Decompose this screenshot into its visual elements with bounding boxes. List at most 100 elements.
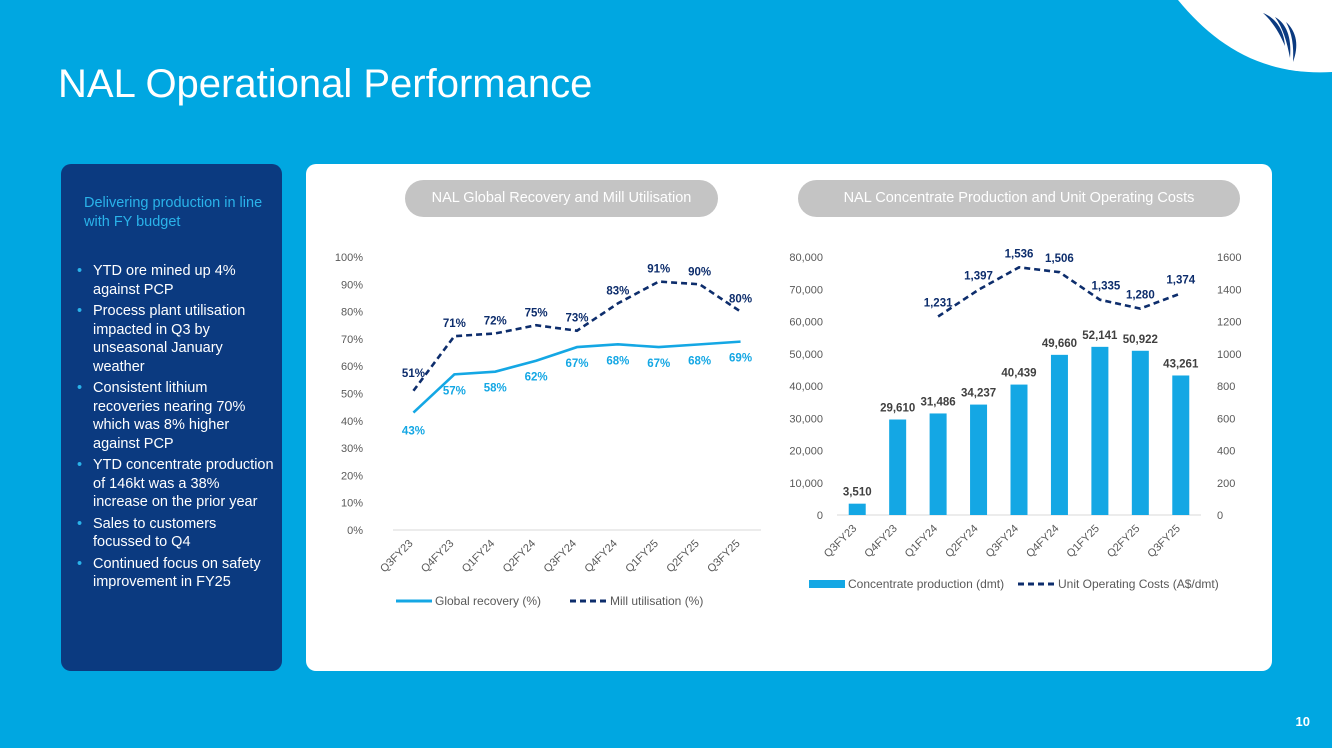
utilisation-data-label: 80% — [729, 294, 752, 306]
bullet-text: Process plant utilisation impacted in Q3… — [93, 303, 246, 375]
production-cost-chart: 0 10,000 20,000 30,000 40,000 50,000 60,000 70,… — [789, 248, 1241, 591]
summary-sidebar: Delivering production in line with FY bu… — [61, 164, 282, 671]
production-data-label: 40,439 — [1001, 368, 1036, 380]
legend-recovery-label: Global recovery (%) — [435, 594, 541, 608]
recovery-series-line — [412, 340, 741, 414]
y-tick-label: 20% — [341, 470, 363, 482]
unit-cost-data-label: 1,335 — [1091, 281, 1120, 293]
y-tick-label: 40% — [341, 416, 363, 428]
bullet-item: • YTD concentrate production of 146kt was… — [77, 457, 274, 510]
production-data-label: 29,610 — [880, 403, 915, 415]
utilisation-data-label: 83% — [606, 285, 629, 297]
utilisation-data-label: 90% — [688, 266, 711, 278]
unit-cost-data-label: 1,397 — [964, 271, 993, 283]
recovery-data-label: 69% — [729, 353, 752, 365]
left-y-tick-label: 40,000 — [789, 381, 823, 393]
left-y-tick-label: 60,000 — [789, 317, 823, 329]
legend-utilisation-label: Mill utilisation (%) — [610, 594, 703, 608]
sidebar-heading: Delivering production in line with FY bu… — [84, 195, 263, 230]
utilisation-data-label: 75% — [525, 307, 548, 319]
production-data-label: 43,261 — [1163, 358, 1199, 370]
production-bar — [889, 419, 907, 515]
left-y-tick-label: 10,000 — [789, 478, 823, 490]
corner-shape — [1178, 0, 1332, 73]
right-y-tick-label: 1400 — [1217, 284, 1241, 296]
legend-production-label: Concentrate production (dmt) — [848, 577, 1004, 591]
right-y-tick-label: 800 — [1217, 381, 1235, 393]
production-bar — [1172, 375, 1190, 515]
bullet-item: • Continued focus on safety improvement i… — [77, 555, 261, 591]
left-y-tick-label: 70,000 — [789, 284, 823, 296]
chart2-title: NAL Concentrate Production and Unit Oper… — [798, 180, 1240, 217]
recovery-data-label: 58% — [484, 383, 507, 395]
y-tick-label: 70% — [341, 334, 363, 346]
production-data-label: 52,141 — [1082, 330, 1118, 342]
utilisation-data-label: 72% — [484, 315, 507, 327]
y-tick-label: 0% — [347, 525, 363, 537]
company-logo-icon — [1263, 13, 1297, 62]
right-y-tick-label: 400 — [1217, 446, 1235, 458]
right-y-tick-label: 1200 — [1217, 317, 1241, 329]
production-data-label: 31,486 — [921, 396, 956, 408]
x-tick-label: Q3FY25 — [1145, 523, 1182, 560]
right-y-tick-label: 200 — [1217, 478, 1235, 490]
unit-cost-series-line — [937, 265, 1182, 318]
recovery-utilisation-chart: 0%10%20%30%40%50%60%70%80%90%100%Q3FY23 Q… — [335, 252, 761, 608]
recovery-data-label: 62% — [525, 372, 548, 384]
recovery-data-label: 67% — [565, 358, 588, 370]
unit-cost-data-label: 1,506 — [1045, 253, 1074, 265]
page-number: 10 — [1295, 714, 1310, 729]
unit-cost-data-label: 1,280 — [1126, 290, 1155, 302]
unit-cost-data-label: 1,231 — [924, 298, 953, 310]
utilisation-data-label: 73% — [565, 313, 588, 325]
production-bar — [1091, 346, 1109, 515]
recovery-data-label: 43% — [402, 426, 425, 438]
legend-production-swatch — [809, 580, 845, 588]
y-tick-label: 60% — [341, 361, 363, 373]
utilisation-data-label: 71% — [443, 318, 466, 330]
utilisation-data-label: 51% — [402, 368, 425, 380]
chart1-title: NAL Global Recovery and Mill Utilisation — [405, 180, 718, 217]
recovery-data-label: 67% — [647, 358, 670, 370]
left-y-tick-label: 80,000 — [789, 252, 823, 264]
utilisation-series-line — [412, 280, 742, 392]
x-tick-label: Q2FY24 — [943, 523, 980, 560]
x-tick-label: Q4FY23 — [862, 523, 899, 560]
x-tick-label: Q4FY24 — [1024, 523, 1061, 560]
bullet-list: • YTD ore mined up 4% against PCP • Proces… — [77, 262, 277, 595]
production-bar — [929, 413, 947, 515]
bullet-item: • Process plant utilisation impacted in Q… — [77, 303, 246, 375]
y-tick-label: 90% — [341, 279, 363, 291]
production-bar — [1050, 354, 1068, 515]
y-tick-label: 30% — [341, 443, 363, 455]
bullet-text: Consistent lithium recoveries nearing 70… — [93, 380, 246, 452]
x-tick-label: Q3FY24 — [984, 523, 1021, 560]
production-bar — [1010, 384, 1028, 515]
page-title: NAL Operational Performance — [58, 62, 593, 106]
production-bar — [970, 404, 988, 515]
bullet-item: • Sales to customers focussed to Q4 — [77, 515, 217, 551]
left-y-tick-label: 50,000 — [789, 349, 823, 361]
recovery-data-label: 68% — [688, 355, 711, 367]
right-y-tick-label: 0 — [1217, 510, 1223, 522]
unit-cost-data-label: 1,374 — [1166, 274, 1195, 286]
charts-panel: NAL Global Recovery and Mill Utilisation… — [306, 164, 1272, 671]
bullet-text: Continued focus on safety improvement in… — [93, 555, 261, 591]
production-data-label: 34,237 — [961, 388, 996, 400]
unit-cost-data-label: 1,536 — [1005, 248, 1034, 260]
utilisation-data-label: 91% — [647, 264, 670, 276]
left-y-tick-label: 20,000 — [789, 446, 823, 458]
bullet-item: • Consistent lithium recoveries nearing 7… — [77, 380, 246, 452]
bullet-item: • YTD ore mined up 4% against PCP — [77, 263, 236, 298]
recovery-data-label: 57% — [443, 385, 466, 397]
production-data-label: 3,510 — [843, 487, 872, 499]
right-y-tick-label: 1600 — [1217, 252, 1241, 264]
bullet-text: Sales to customers focussed to Q4 — [93, 515, 217, 551]
x-tick-label: Q2FY25 — [1105, 523, 1142, 560]
production-data-label: 50,922 — [1123, 334, 1158, 346]
y-tick-label: 50% — [341, 389, 363, 401]
x-tick-label: Q1FY25 — [1065, 523, 1102, 560]
bullet-text: YTD ore mined up 4% against PCP — [93, 263, 236, 298]
x-tick-label: Q3FY23 — [822, 523, 859, 560]
left-y-tick-label: 30,000 — [789, 413, 823, 425]
